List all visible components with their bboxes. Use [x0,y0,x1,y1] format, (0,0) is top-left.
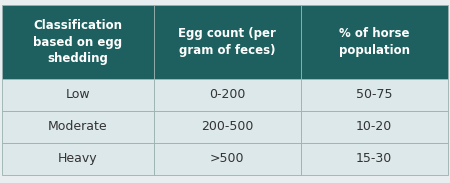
Text: 10-20: 10-20 [356,120,392,133]
Text: Egg count (per
gram of feces): Egg count (per gram of feces) [178,27,276,57]
FancyBboxPatch shape [154,79,301,111]
FancyBboxPatch shape [301,79,448,111]
Text: % of horse
population: % of horse population [339,27,410,57]
FancyBboxPatch shape [301,5,448,79]
Text: Classification
based on egg
shedding: Classification based on egg shedding [33,19,122,65]
Text: 0-200: 0-200 [209,88,245,101]
FancyBboxPatch shape [154,111,301,143]
FancyBboxPatch shape [2,5,154,79]
Text: Heavy: Heavy [58,152,98,165]
FancyBboxPatch shape [301,143,448,175]
FancyBboxPatch shape [154,5,301,79]
Text: 50-75: 50-75 [356,88,392,101]
Text: 200-500: 200-500 [201,120,253,133]
FancyBboxPatch shape [301,111,448,143]
Text: Moderate: Moderate [48,120,108,133]
Text: >500: >500 [210,152,244,165]
FancyBboxPatch shape [154,143,301,175]
FancyBboxPatch shape [2,143,154,175]
Text: Low: Low [66,88,90,101]
FancyBboxPatch shape [2,111,154,143]
FancyBboxPatch shape [2,79,154,111]
Text: 15-30: 15-30 [356,152,392,165]
